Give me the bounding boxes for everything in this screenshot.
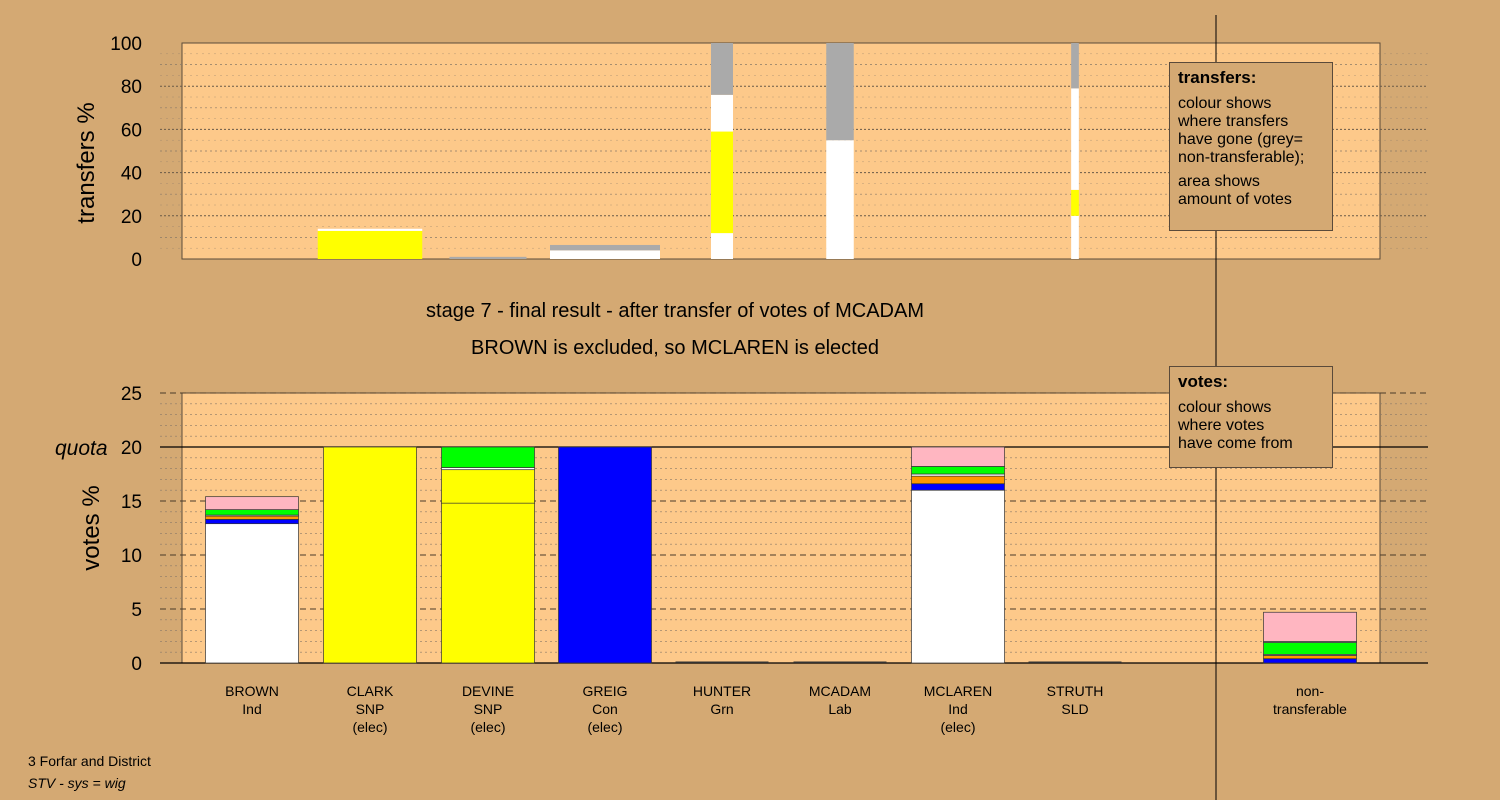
candidate-label-greig: GREIG [582, 683, 627, 699]
vote-segment-mclaren-grn [911, 466, 1005, 475]
vote-segment-brown-grn [205, 509, 299, 516]
transfer-segment-hunter-nontransferable [711, 43, 733, 95]
transfers-legend-text1: colour shows where transfers have gone (… [1178, 95, 1305, 166]
vote-segment-mclaren-ind [911, 489, 1005, 664]
transfer-segment-mcadam-ind [826, 140, 854, 259]
transfer-segment-clark-ind [317, 228, 423, 231]
votes-tick-label: 20 [121, 438, 142, 459]
votes-tick-label: 0 [131, 654, 142, 675]
vote-segment-non-transferable-sld [1263, 655, 1357, 660]
vote-segment-devine-snp [441, 502, 535, 664]
candidate-label-hunter: HUNTER [693, 683, 751, 699]
transfers-legend-title: transfers: [1178, 68, 1257, 87]
transfer-segment-greig-ind [550, 250, 660, 259]
candidate-label-clark: (elec) [352, 719, 387, 735]
transfer-segment-hunter-snp [711, 131, 733, 234]
candidate-label-devine: (elec) [470, 719, 505, 735]
stage-title: stage 7 - final result - after transfer … [426, 300, 924, 322]
transfers-tick-label: 80 [121, 77, 142, 98]
candidate-label-greig: (elec) [587, 719, 622, 735]
transfers-legend-text2: area shows amount of votes [1178, 173, 1292, 208]
nontransferable-label: transferable [1273, 701, 1347, 717]
footer-constituency: 3 Forfar and District [28, 753, 151, 769]
candidate-label-struth: STRUTH [1047, 683, 1104, 699]
votes-axis-label: votes % [78, 485, 105, 570]
vote-segment-non-transferable-grn [1263, 642, 1357, 655]
candidate-label-hunter: Grn [710, 701, 733, 717]
transfers-tick-label: 60 [121, 120, 142, 141]
transfers-legend-box: transfers: colour shows where transfers … [1169, 62, 1333, 231]
transfer-segment-hunter-ind [711, 94, 733, 132]
vote-segment-greig-con [558, 446, 652, 664]
votes-legend-title: votes: [1178, 372, 1229, 391]
votes-legend-text: colour shows where votes have come from [1178, 399, 1293, 452]
vote-segment-devine-snp [441, 469, 535, 504]
candidate-label-clark: SNP [356, 701, 385, 717]
stage-result: BROWN is excluded, so MCLAREN is elected [471, 337, 879, 359]
votes-tick-label: 25 [121, 384, 142, 405]
transfer-segment-devine-nontransferable [449, 256, 527, 259]
transfer-segment-struth-snp [1071, 189, 1079, 216]
candidate-label-mclaren: Ind [948, 701, 967, 717]
vote-segment-mclaren-lab [911, 446, 1005, 467]
candidate-label-greig: Con [592, 701, 618, 717]
vote-segment-brown-lab [205, 496, 299, 510]
vote-bar-hunter [675, 661, 769, 663]
vote-segment-mclaren-con [911, 483, 1005, 491]
transfers-tick-label: 0 [131, 250, 142, 271]
transfer-segment-mcadam-nontransferable [826, 43, 854, 141]
transfer-segment-hunter-ind [711, 233, 733, 259]
quota-label: quota [55, 437, 108, 460]
candidate-label-clark: CLARK [347, 683, 394, 699]
candidate-label-devine: SNP [474, 701, 503, 717]
vote-segment-brown-sld [205, 515, 299, 520]
candidate-label-mclaren: MCLAREN [924, 683, 992, 699]
transfers-tick-label: 40 [121, 164, 142, 185]
votes-tick-label: 10 [121, 546, 142, 567]
vote-segment-clark-snp [323, 446, 417, 664]
vote-segment-non-transferable-lab [1263, 611, 1357, 642]
vote-segment-mclaren-sld [911, 475, 1005, 485]
vote-bar-mcadam [793, 661, 887, 663]
candidate-label-mcadam: Lab [828, 701, 852, 717]
candidate-label-brown: BROWN [225, 683, 279, 699]
votes-legend-box: votes: colour shows where votes have com… [1169, 366, 1333, 468]
vote-segment-non-transferable-con [1263, 658, 1357, 664]
vote-segment-brown-con [205, 519, 299, 525]
transfer-segment-struth-ind [1071, 215, 1079, 259]
candidate-label-devine: DEVINE [462, 683, 514, 699]
transfers-tick-label: 100 [110, 34, 142, 55]
vote-bar-struth [1028, 661, 1122, 663]
candidate-label-mcadam: MCADAM [809, 683, 871, 699]
candidate-label-brown: Ind [242, 701, 261, 717]
vote-segment-brown-ind [205, 523, 299, 664]
transfers-tick-label: 20 [121, 207, 142, 228]
candidate-label-struth: SLD [1061, 701, 1088, 717]
candidate-label-mclaren: (elec) [940, 719, 975, 735]
votes-tick-label: 5 [131, 600, 142, 621]
transfer-segment-greig-nontransferable [550, 244, 660, 251]
transfer-segment-clark-snp [317, 230, 423, 259]
transfers-axis-label: transfers % [73, 102, 100, 223]
transfer-segment-struth-nontransferable [1071, 43, 1079, 89]
votes-tick-label: 15 [121, 492, 142, 513]
vote-segment-devine-grn [441, 446, 535, 468]
nontransferable-label: non- [1296, 683, 1324, 699]
footer-system: STV - sys = wig [28, 775, 126, 791]
transfer-segment-struth-ind [1071, 88, 1079, 190]
